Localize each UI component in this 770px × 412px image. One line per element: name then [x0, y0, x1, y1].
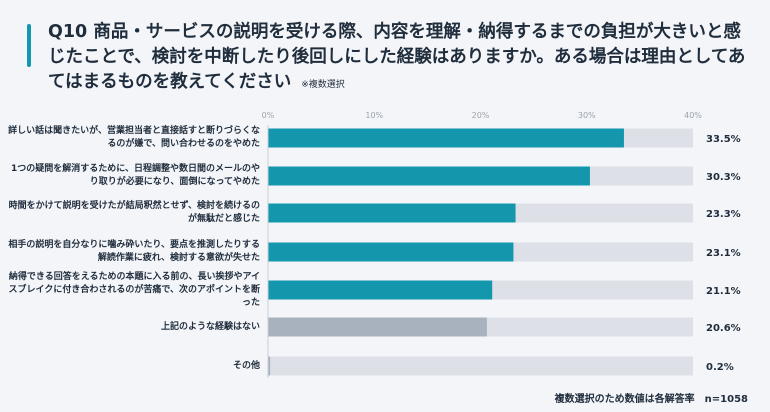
x-tick-label: 10% [365, 111, 383, 120]
title-note: ※複数選択 [301, 80, 345, 90]
bar [268, 203, 516, 223]
x-tick-label: 20% [472, 111, 490, 120]
data-label: 0.2% [706, 362, 734, 373]
title-accent-bar [27, 24, 31, 67]
data-label: 23.3% [706, 209, 741, 220]
bar [268, 242, 514, 262]
category-label: 詳しい話は聞きたいが、営業担当者と直接話すと断りづらくなるのが嫌で、問い合わせる… [8, 126, 260, 149]
category-label: その他 [232, 360, 260, 371]
category-label: 納得できる回答をえるための本題に入る前の、長い挨拶やアイスブレイクに付き合わされ… [8, 271, 260, 308]
category-label: 1つの疑問を解消するために、日程調整や数日間のメールのやり取りが必要になり、面倒… [11, 164, 260, 187]
category-label: 上記のような経験はない [160, 321, 260, 332]
bar [268, 280, 493, 300]
bar [268, 317, 487, 337]
footnote: 複数選択のため数値は各解答率 n=1058 [545, 390, 748, 405]
data-label: 23.1% [706, 248, 741, 259]
category-label: 時間をかけて説明を受けたが結局釈然とせず、検討を続けるのが無駄だと感じた [8, 201, 260, 224]
data-label: 30.3% [706, 172, 741, 183]
bar [268, 128, 624, 148]
x-tick-label: 0% [262, 111, 275, 120]
data-label: 20.6% [706, 323, 741, 334]
sample-size: n=1058 [704, 394, 748, 405]
title-text: Q10 商品・サービスの説明を受ける際、内容を理解・納得するまでの負担が大きいと… [48, 22, 746, 92]
x-tick-label: 30% [578, 111, 596, 120]
x-tick-label: 40% [684, 111, 702, 120]
bar [268, 356, 271, 376]
bar-track [268, 356, 693, 376]
category-label: 相手の説明を自分なりに噛み砕いたり、要点を推測したりする解読作業に疲れ、検討する… [8, 240, 260, 263]
data-label: 33.5% [706, 134, 741, 145]
bar [268, 166, 590, 186]
data-label: 21.1% [706, 286, 741, 297]
footnote-text: 複数選択のため数値は各解答率 [554, 394, 695, 405]
chart-title: Q10 商品・サービスの説明を受ける際、内容を理解・納得するまでの負担が大きいと… [48, 20, 748, 98]
